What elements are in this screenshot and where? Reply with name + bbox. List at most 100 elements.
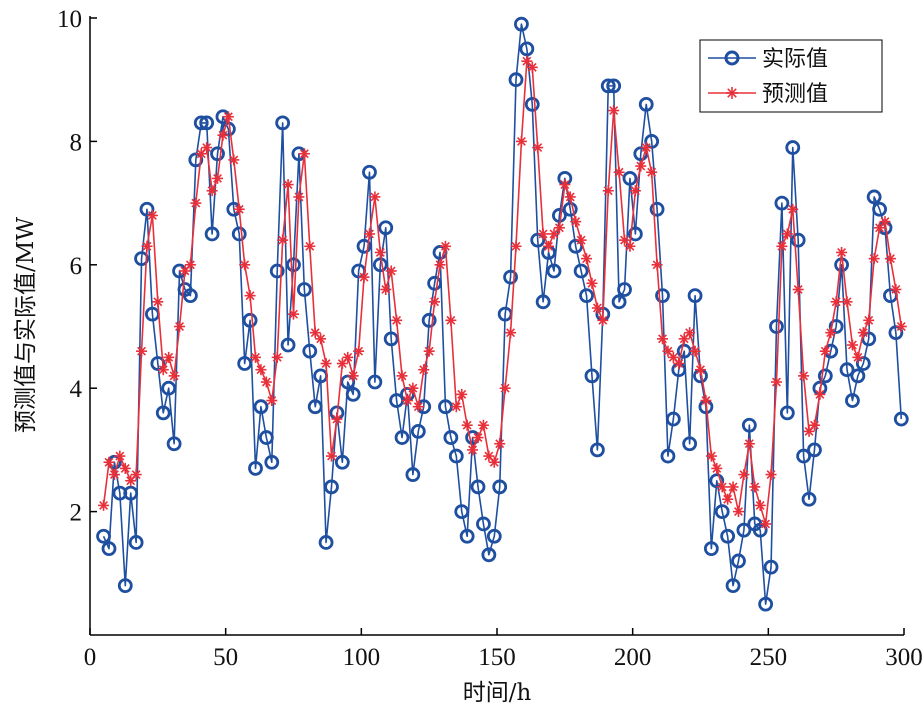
legend-marker-asterisk [726, 87, 738, 99]
data-point-actual [383, 331, 399, 347]
data-point-predicted [700, 395, 712, 407]
data-point-predicted [244, 290, 256, 302]
y-tick-label: 2 [70, 500, 83, 527]
data-point-predicted [689, 345, 701, 357]
data-point-actual [134, 251, 149, 267]
data-point-actual [334, 454, 350, 470]
data-point-actual [731, 553, 746, 569]
data-point-actual [503, 269, 518, 285]
data-point-predicted [624, 240, 636, 252]
data-point-predicted [396, 370, 408, 382]
data-point-predicted [684, 327, 696, 339]
data-point-actual [769, 319, 784, 334]
data-point-actual [524, 96, 540, 112]
data-point-predicted [695, 364, 706, 376]
data-point-predicted [445, 314, 457, 326]
data-point-predicted [114, 450, 126, 462]
data-point-predicted [358, 271, 370, 283]
data-point-predicted [488, 456, 500, 468]
data-point-predicted [895, 321, 907, 332]
data-point-predicted [830, 296, 842, 308]
data-point-predicted [722, 493, 734, 505]
data-point-predicted [787, 203, 799, 215]
y-tick-label: 8 [70, 129, 83, 156]
data-point-actual [258, 430, 274, 445]
legend-marker-circle [724, 50, 740, 66]
data-point-predicted [640, 142, 652, 154]
data-point-actual [546, 263, 562, 279]
data-point-predicted [320, 358, 332, 370]
data-point-predicted [282, 179, 294, 191]
data-point-actual [161, 380, 177, 396]
data-point-predicted [298, 148, 310, 160]
data-point-actual [362, 164, 377, 180]
data-point-actual [622, 171, 638, 186]
data-point-actual [421, 312, 437, 328]
data-point-actual [210, 146, 225, 162]
data-point-predicted [168, 370, 180, 382]
data-point-predicted [857, 327, 869, 339]
legend: 实际值 预测值 [699, 39, 883, 113]
data-point-predicted [119, 462, 131, 474]
data-point-predicted [608, 105, 620, 117]
data-point-predicted [184, 259, 196, 271]
data-point-actual [758, 596, 774, 612]
x-tick-label: 50 [213, 644, 238, 671]
data-point-predicted [380, 283, 392, 295]
data-point-predicted [190, 197, 202, 209]
data-point-predicted [564, 191, 576, 203]
data-point-actual [356, 238, 372, 254]
data-point-actual [486, 528, 502, 544]
data-point-predicted [879, 216, 891, 228]
data-point-actual [600, 78, 616, 94]
data-point-predicted [732, 506, 744, 518]
data-point-actual [324, 479, 339, 495]
y-ticks: 2 4 6 8 10 [57, 6, 97, 527]
data-point-predicted [646, 166, 658, 178]
data-point-predicted [494, 438, 506, 450]
data-point-actual [866, 189, 882, 205]
data-point-actual [155, 405, 171, 421]
data-point-actual [470, 479, 486, 495]
data-point-predicted [472, 432, 484, 444]
data-point-actual [720, 528, 736, 544]
data-point-predicted [613, 166, 625, 178]
data-point-actual [280, 337, 296, 353]
data-point-actual [774, 195, 790, 211]
data-point-predicted [602, 185, 614, 197]
y-tick-label: 4 [70, 376, 83, 403]
data-point-actual [714, 504, 730, 520]
data-point-predicted [884, 253, 896, 265]
data-point-predicted [586, 277, 598, 289]
data-point-predicted [260, 376, 272, 388]
data-point-predicted [456, 388, 468, 400]
data-point-predicted [526, 61, 538, 73]
data-point-predicted [108, 469, 120, 481]
data-point-actual [204, 226, 220, 242]
data-point-actual [269, 263, 285, 279]
data-point-predicted [429, 296, 441, 308]
data-point-actual [286, 257, 301, 273]
axes: 0 50 100 150 200 250 300 2 4 6 8 10 [57, 6, 923, 671]
data-point-actual [275, 115, 291, 131]
data-point-actual [655, 288, 670, 304]
data-point-predicted [543, 240, 555, 252]
data-point-actual [101, 541, 117, 557]
data-point-actual [231, 226, 247, 242]
data-point-actual [237, 356, 253, 371]
x-axis-title: 时间/h [463, 680, 532, 706]
y-axis-title: 预测值与实际值/MW [13, 217, 39, 433]
series-line [102, 23, 903, 605]
data-point-actual [779, 405, 795, 421]
data-point-actual [589, 442, 605, 458]
data-point-predicted [222, 111, 234, 123]
data-point-predicted [315, 333, 327, 345]
data-point-predicted [228, 154, 240, 166]
data-point-predicted [217, 129, 229, 141]
x-ticks: 0 50 100 150 200 250 300 [84, 628, 923, 671]
data-point-actual [665, 411, 681, 427]
legend-item-actual: 实际值 [708, 47, 828, 72]
data-point-actual [302, 343, 318, 359]
data-point-predicted [825, 327, 837, 339]
